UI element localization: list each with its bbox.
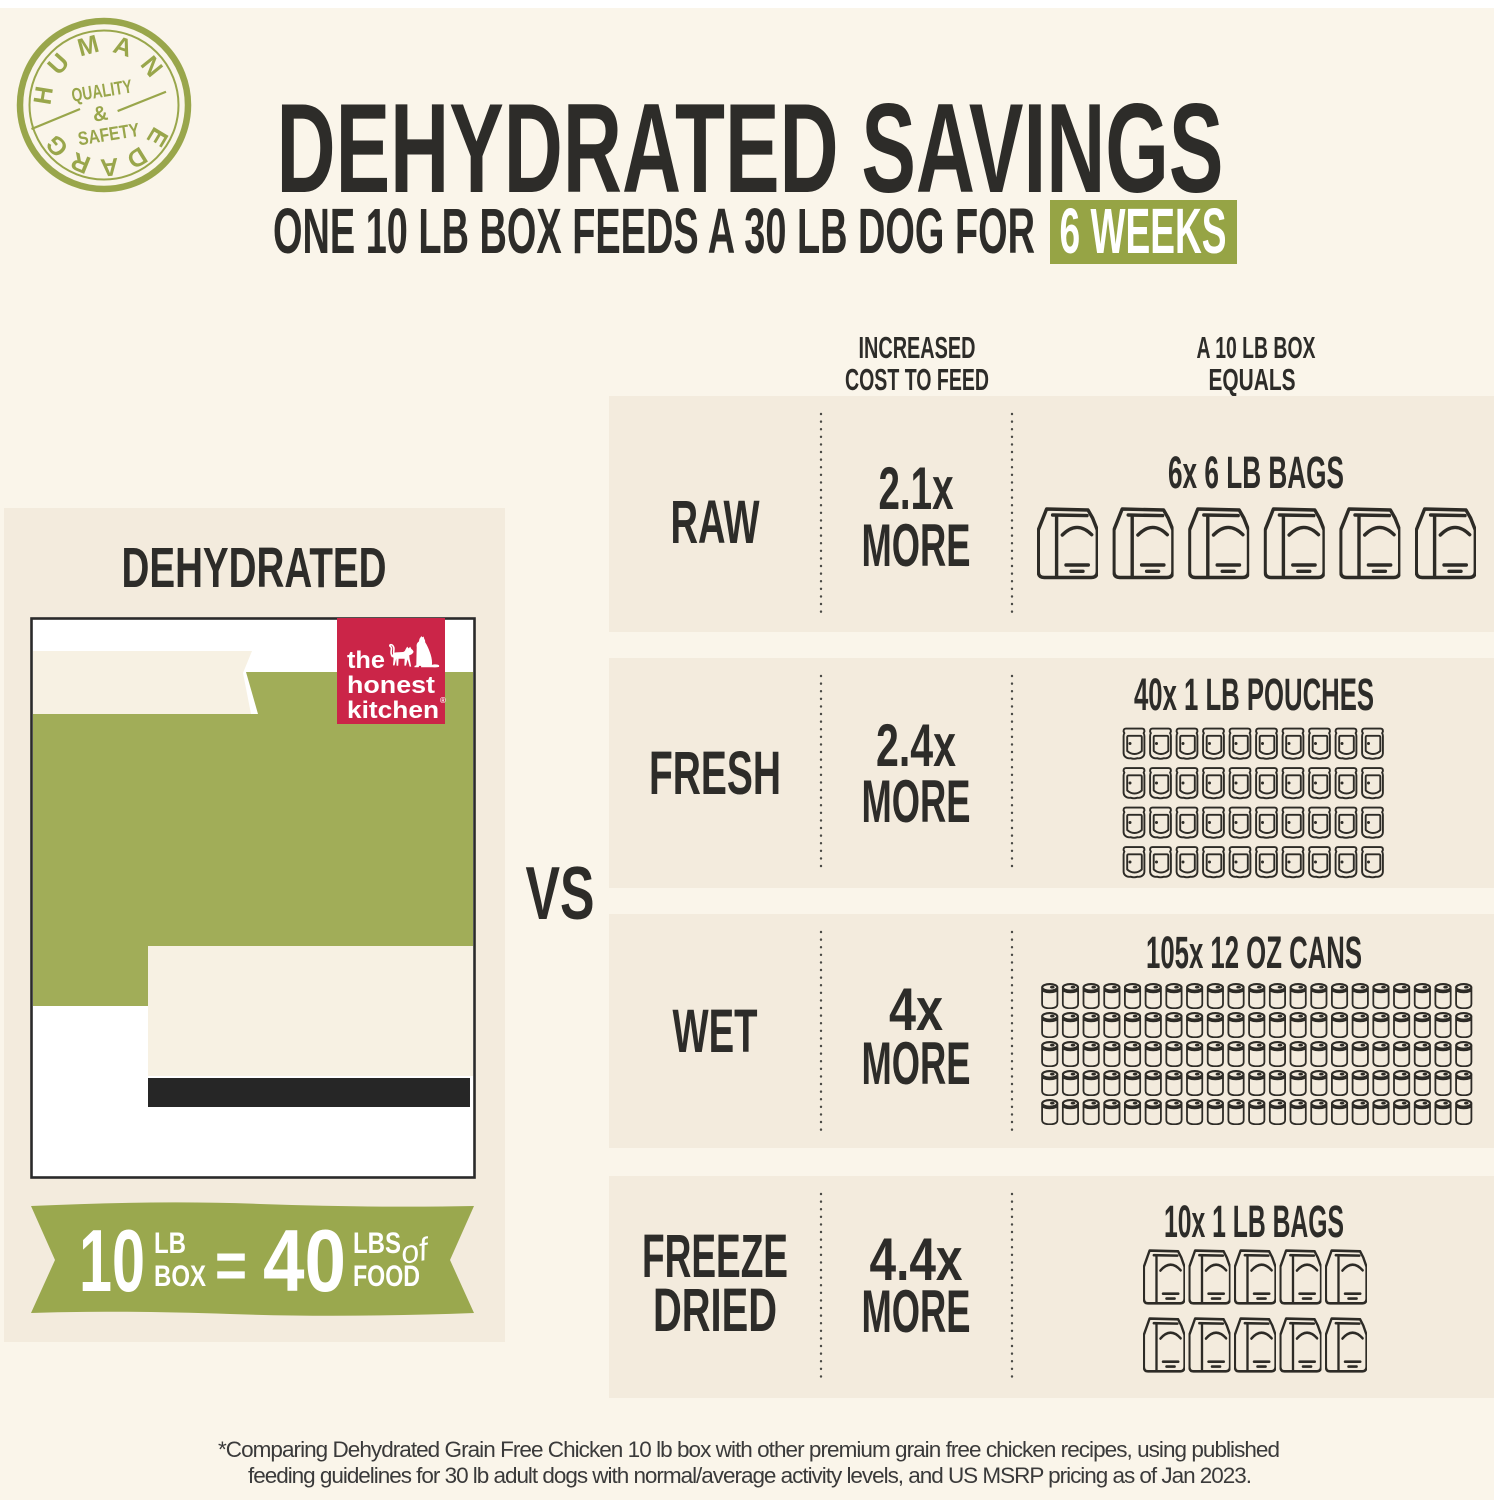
svg-text:MORE: MORE: [862, 768, 971, 835]
svg-text:®: ®: [440, 696, 446, 705]
svg-text:VS: VS: [526, 851, 595, 935]
svg-text:DEHYDRATED: DEHYDRATED: [122, 536, 387, 600]
svg-text:MORE: MORE: [862, 512, 971, 579]
svg-text:WET: WET: [673, 997, 758, 1065]
svg-text:BOX: BOX: [154, 1260, 206, 1293]
svg-text:RAW: RAW: [671, 488, 760, 556]
svg-text:LBS: LBS: [353, 1227, 401, 1260]
svg-text:=: =: [215, 1228, 247, 1302]
svg-text:40: 40: [263, 1211, 346, 1310]
svg-text:INCREASED: INCREASED: [859, 330, 976, 365]
svg-text:6 WEEKS: 6 WEEKS: [1060, 195, 1227, 267]
svg-text:DEHYDRATED SAVINGS: DEHYDRATED SAVINGS: [277, 77, 1224, 219]
svg-text:EQUALS: EQUALS: [1209, 362, 1296, 397]
svg-text:MORE: MORE: [862, 1278, 971, 1345]
svg-text:DRIED: DRIED: [653, 1276, 777, 1344]
svg-text:kitchen: kitchen: [347, 697, 439, 724]
svg-text:2.1x: 2.1x: [879, 455, 954, 522]
svg-text:A 10 LB BOX: A 10 LB BOX: [1197, 330, 1316, 365]
svg-text:&: &: [91, 102, 110, 127]
svg-text:4.4x: 4.4x: [870, 1226, 963, 1293]
svg-text:A: A: [99, 152, 119, 181]
svg-text:ONE 10 LB BOX FEEDS A 30 LB DO: ONE 10 LB BOX FEEDS A 30 LB DOG FOR: [273, 195, 1035, 267]
svg-text:feeding guidelines for 30 lb a: feeding guidelines for 30 lb adult dogs …: [248, 1463, 1252, 1488]
svg-text:4x: 4x: [889, 976, 943, 1043]
svg-text:FOOD: FOOD: [353, 1260, 420, 1293]
svg-text:10x 1 LB BAGS: 10x 1 LB BAGS: [1164, 1196, 1344, 1247]
svg-text:MORE: MORE: [862, 1030, 971, 1097]
svg-text:FREEZE: FREEZE: [642, 1222, 788, 1290]
svg-text:LB: LB: [154, 1227, 186, 1260]
svg-text:105x 12 OZ CANS: 105x 12 OZ CANS: [1146, 927, 1362, 978]
svg-text:H: H: [29, 84, 59, 106]
svg-text:*Comparing Dehydrated Grain Fr: *Comparing Dehydrated Grain Free Chicken…: [218, 1437, 1280, 1462]
svg-text:10: 10: [79, 1211, 145, 1310]
svg-text:FRESH: FRESH: [649, 739, 781, 807]
svg-text:the: the: [347, 647, 385, 674]
svg-text:40x 1 LB POUCHES: 40x 1 LB POUCHES: [1134, 669, 1374, 720]
svg-text:honest: honest: [347, 672, 435, 699]
svg-text:2.4x: 2.4x: [876, 712, 956, 779]
svg-text:COST TO FEED: COST TO FEED: [845, 362, 989, 397]
svg-text:6x 6 LB BAGS: 6x 6 LB BAGS: [1168, 447, 1344, 498]
